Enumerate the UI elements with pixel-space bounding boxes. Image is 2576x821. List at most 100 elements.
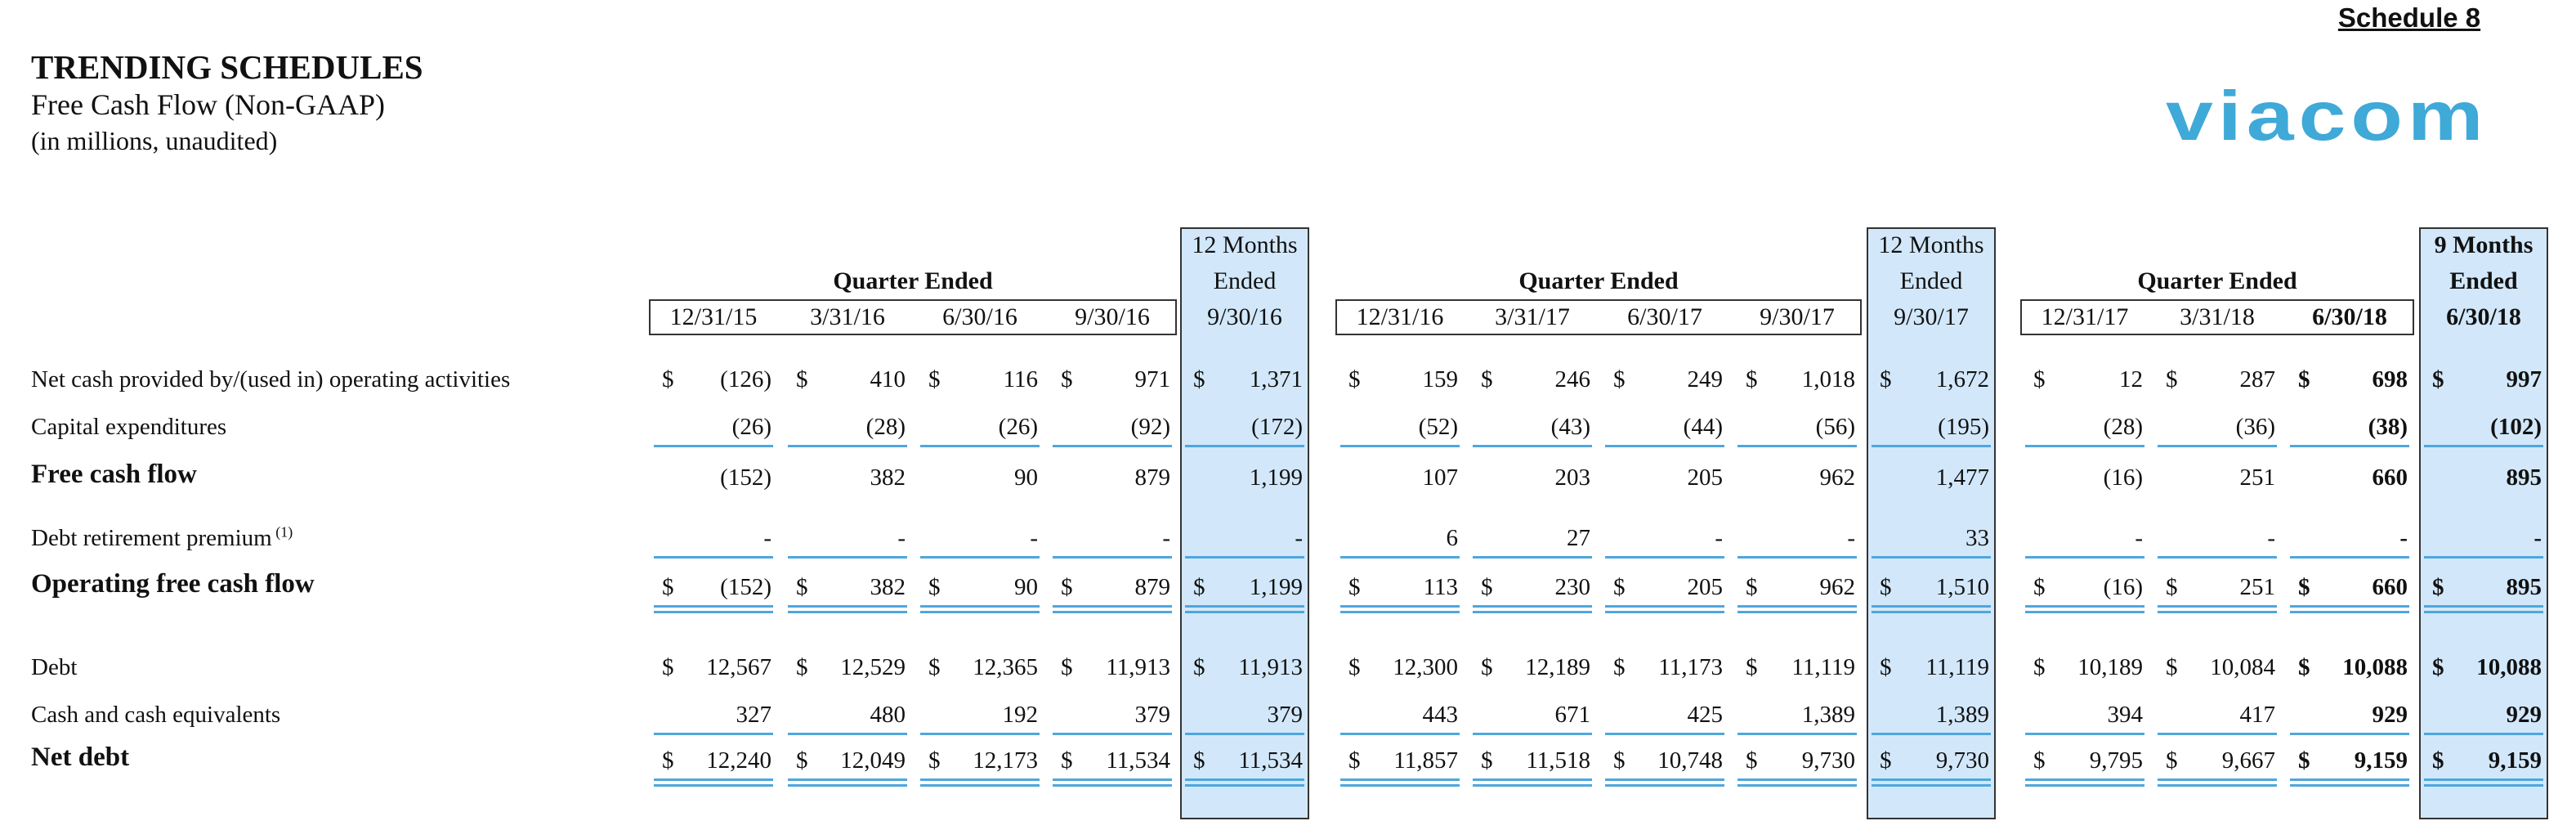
table-cell: $1,199	[1182, 571, 1308, 603]
dollar-sign: $	[796, 654, 808, 680]
cell-value: (16)	[2103, 464, 2143, 491]
single-underline	[788, 445, 907, 447]
dollar-sign: $	[2432, 366, 2444, 393]
table-cell: -	[1602, 522, 1728, 554]
cell-value: 249	[1687, 366, 1724, 393]
cell-value: 9,159	[2488, 747, 2542, 774]
table-cell: $12,049	[785, 744, 910, 777]
cell-value: 1,477	[1935, 464, 1989, 491]
table-cell: $12,189	[1469, 651, 1595, 684]
column-date-header: 3/31/16	[810, 303, 885, 330]
table-cell: 660	[2287, 461, 2413, 494]
dollar-sign: $	[2298, 574, 2310, 600]
single-underline	[788, 733, 907, 735]
table-cell: $12,300	[1337, 651, 1463, 684]
cell-value: 27	[1567, 525, 1590, 551]
table-cell: $287	[2154, 363, 2280, 396]
double-underline	[1473, 605, 1592, 613]
cell-value: 205	[1687, 574, 1724, 600]
single-underline	[920, 733, 1040, 735]
double-underline	[2424, 778, 2543, 787]
table-cell: -	[2287, 522, 2413, 554]
column-date-header: 3/31/17	[1495, 303, 1570, 330]
dollar-sign: $	[928, 366, 941, 393]
cell-value: (26)	[998, 414, 1038, 440]
double-underline	[654, 778, 773, 787]
table-cell: (52)	[1337, 410, 1463, 443]
page-title: TRENDING SCHEDULES	[31, 48, 423, 86]
table-cell: $230	[1469, 571, 1595, 603]
double-underline	[1737, 605, 1857, 613]
table-cell: 879	[1049, 461, 1175, 494]
cell-value: -	[2267, 525, 2275, 551]
dollar-sign: $	[1481, 654, 1493, 680]
single-underline	[2424, 733, 2543, 735]
single-underline	[654, 445, 773, 447]
table-cell: (38)	[2287, 410, 2413, 443]
table-cell: (28)	[2022, 410, 2148, 443]
double-underline	[788, 605, 907, 613]
total-header-line1: 12 Months	[1192, 231, 1298, 258]
dollar-sign: $	[662, 654, 674, 680]
cell-value: 33	[1966, 525, 1989, 551]
cell-value: 11,857	[1393, 747, 1458, 774]
cell-value: 10,088	[2342, 654, 2408, 680]
table-cell: (26)	[917, 410, 1043, 443]
cell-value: (152)	[720, 464, 771, 491]
table-cell: $12,365	[917, 651, 1043, 684]
single-underline	[1340, 556, 1460, 559]
single-underline	[1737, 733, 1857, 735]
table-cell: (92)	[1049, 410, 1175, 443]
dollar-sign: $	[1746, 654, 1758, 680]
dollar-sign: $	[1613, 747, 1626, 774]
cell-value: 203	[1554, 464, 1591, 491]
table-cell: $ (16)	[2022, 571, 2148, 603]
table-cell: 425	[1602, 698, 1728, 731]
row-label-text: Debt	[31, 654, 78, 680]
single-underline	[1185, 445, 1304, 447]
single-underline	[1737, 556, 1857, 559]
double-underline	[1185, 778, 1304, 787]
total-column-shade	[2419, 227, 2548, 819]
dollar-sign: $	[796, 366, 808, 393]
cell-value: (28)	[865, 414, 906, 440]
cell-value: 251	[2239, 464, 2276, 491]
dollar-sign: $	[928, 574, 941, 600]
row-label: Net cash provided by/(used in) operating…	[31, 363, 510, 396]
cell-value: (26)	[731, 414, 771, 440]
table-cell: $9,667	[2154, 744, 2280, 777]
dollar-sign: $	[1348, 747, 1361, 774]
table-cell: -	[2154, 522, 2280, 554]
cell-value: 12,300	[1393, 654, 1458, 680]
dollar-sign: $	[2033, 747, 2046, 774]
single-underline	[1605, 733, 1724, 735]
dollar-sign: $	[2166, 654, 2178, 680]
cell-value: 379	[1267, 702, 1304, 728]
table-cell: (172)	[1182, 410, 1308, 443]
column-date-header: 6/30/18	[2446, 303, 2521, 330]
single-underline	[2025, 733, 2144, 735]
dollar-sign: $	[1193, 654, 1205, 680]
table-cell: $116	[917, 363, 1043, 396]
table-cell: $11,518	[1469, 744, 1595, 777]
dollar-sign: $	[2166, 574, 2178, 600]
cell-value: 895	[2506, 464, 2542, 491]
table-cell: -	[1182, 522, 1308, 554]
cell-value: 11,534	[1106, 747, 1170, 774]
table-cell: 1,199	[1182, 461, 1308, 494]
double-underline	[1605, 778, 1724, 787]
table-cell: $251	[2154, 571, 2280, 603]
dollar-sign: $	[1193, 747, 1205, 774]
table-cell: $246	[1469, 363, 1595, 396]
table-cell: 192	[917, 698, 1043, 731]
cell-value: 879	[1134, 464, 1171, 491]
table-cell: $410	[785, 363, 910, 396]
cell-value: -	[2135, 525, 2143, 551]
dollar-sign: $	[2432, 747, 2444, 774]
table-cell: (102)	[2421, 410, 2547, 443]
single-underline	[1605, 445, 1724, 447]
table-cell: $11,119	[1868, 651, 1994, 684]
table-cell: 394	[2022, 698, 2148, 731]
table-cell: 962	[1734, 461, 1860, 494]
row-label: Debt	[31, 651, 77, 684]
